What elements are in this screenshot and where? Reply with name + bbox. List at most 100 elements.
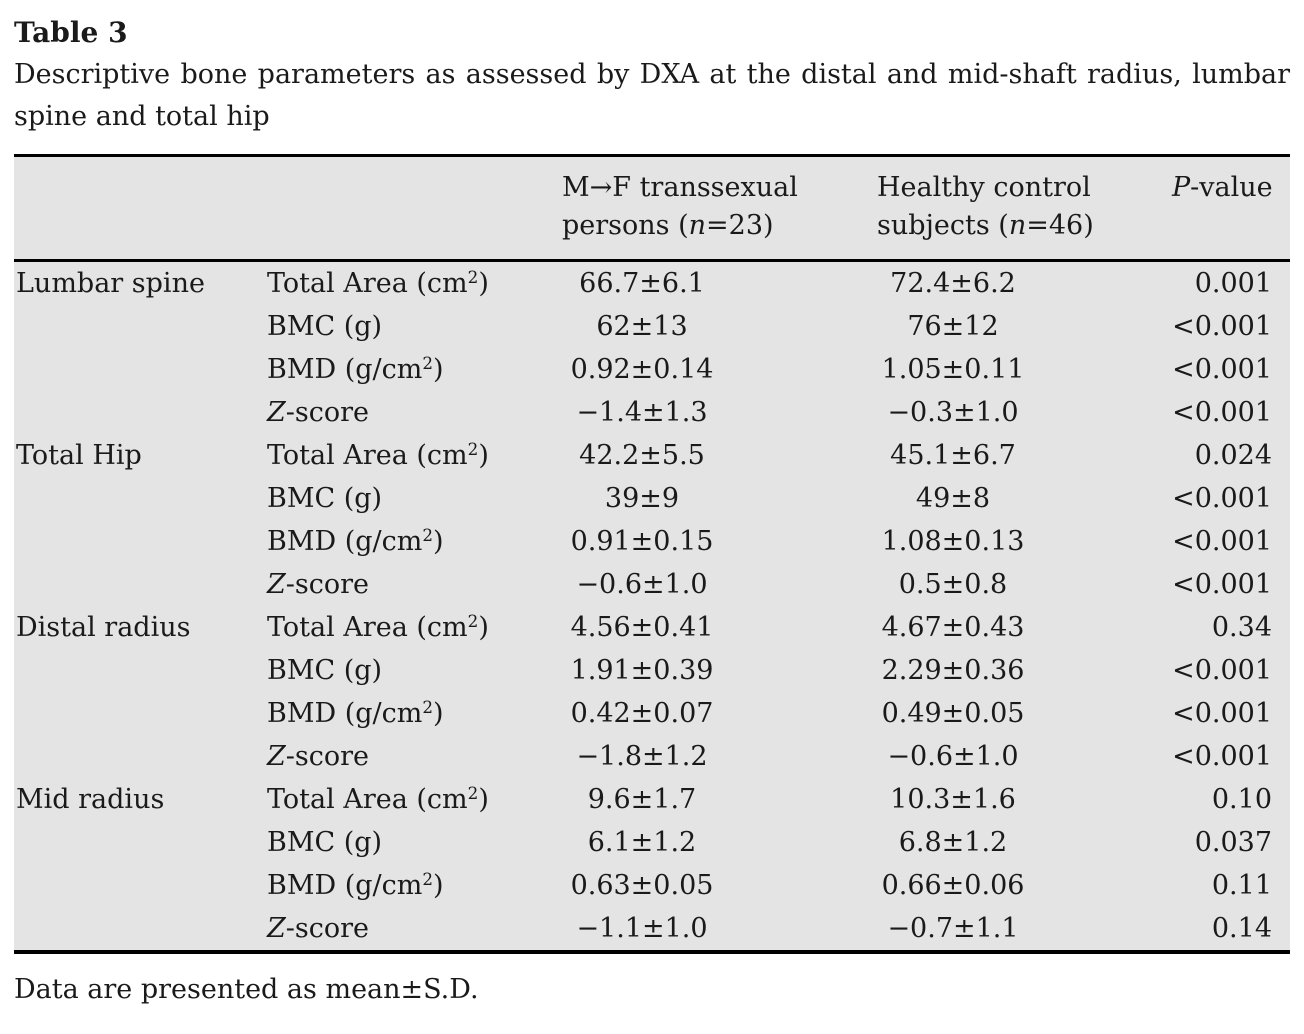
control-value-cell: −0.6±1.0 (887, 741, 1019, 772)
parameter-cell: BMC (g) (267, 311, 383, 342)
parameter-cell: Z-score (267, 397, 370, 428)
mf-value-cell: 6.1±1.2 (587, 827, 697, 858)
control-value-cell: 6.8±1.2 (898, 827, 1008, 858)
column-header-healthy-control: Healthy control subjects (n=46) (877, 155, 1172, 262)
region-cell (14, 864, 267, 907)
pvalue-cell: 0.024 (1194, 440, 1272, 471)
header-row: M→F transsexual persons (n=23) Healthy c… (14, 155, 1290, 262)
region-cell: Mid radius (16, 784, 165, 815)
column-header-mf-transsexual: M→F transsexual persons (n=23) (562, 155, 877, 262)
region-cell (14, 305, 267, 348)
mf-value-cell: 0.91±0.15 (570, 526, 714, 557)
mf-value-cell: 62±13 (596, 311, 688, 342)
parameter-cell: Z-score (267, 741, 370, 772)
table-row: Z-score −1.4±1.3 −0.3±1.0 <0.001 (14, 391, 1290, 434)
table-row: Lumbar spine Total Area (cm2) 66.7±6.1 72.4… (14, 261, 1290, 306)
table-caption: Descriptive bone parameters as assessed … (14, 59, 1290, 132)
pvalue-cell: 0.14 (1211, 913, 1272, 944)
table-title: Table 3 (14, 16, 128, 49)
parameter-cell: BMC (g) (267, 827, 383, 858)
mf-value-cell: −1.4±1.3 (576, 397, 708, 428)
table-row: BMD (g/cm2) 0.63±0.05 0.66±0.06 0.11 (14, 864, 1290, 907)
table-row: BMC (g) 62±13 76±12 <0.001 (14, 305, 1290, 348)
table-row: Mid radius Total Area (cm2) 9.6±1.7 10.3±1.… (14, 778, 1290, 821)
mf-value-cell: 66.7±6.1 (579, 268, 705, 299)
control-value-cell: 4.67±0.43 (881, 612, 1025, 643)
table-row: Z-score −1.8±1.2 −0.6±1.0 <0.001 (14, 735, 1290, 778)
region-cell (14, 563, 267, 606)
table-row: BMC (g) 6.1±1.2 6.8±1.2 0.037 (14, 821, 1290, 864)
region-cell: Total Hip (16, 440, 142, 471)
pvalue-cell: 0.10 (1211, 784, 1272, 815)
column-header-parameter (267, 155, 562, 262)
control-value-cell: 76±12 (907, 311, 999, 342)
pvalue-cell: <0.001 (1172, 655, 1272, 686)
table-row: BMD (g/cm2) 0.42±0.07 0.49±0.05 <0.001 (14, 692, 1290, 735)
pvalue-cell: <0.001 (1172, 741, 1272, 772)
mf-value-cell: 9.6±1.7 (587, 784, 697, 815)
region-cell (14, 821, 267, 864)
mf-value-cell: 39±9 (604, 483, 680, 514)
region-cell (14, 520, 267, 563)
column-header-pvalue: P-value (1172, 155, 1290, 262)
table-row: BMC (g) 39±9 49±8 <0.001 (14, 477, 1290, 520)
mf-value-cell: 0.42±0.07 (570, 698, 714, 729)
pvalue-cell: 0.001 (1194, 268, 1272, 299)
table-header: M→F transsexual persons (n=23) Healthy c… (14, 155, 1290, 262)
table-footnote: Data are presented as mean±S.D. (14, 974, 479, 1005)
pvalue-cell: <0.001 (1172, 311, 1272, 342)
data-table: M→F transsexual persons (n=23) Healthy c… (14, 154, 1290, 954)
mf-value-cell: 0.92±0.14 (570, 354, 714, 385)
table-row: Z-score −1.1±1.0 −0.7±1.1 0.14 (14, 907, 1290, 952)
region-cell (14, 907, 267, 952)
control-value-cell: 0.66±0.06 (881, 870, 1025, 901)
table-row: Z-score −0.6±1.0 0.5±0.8 <0.001 (14, 563, 1290, 606)
control-value-cell: −0.7±1.1 (887, 913, 1019, 944)
mf-value-cell: 42.2±5.5 (579, 440, 705, 471)
parameter-cell: BMD (g/cm2) (267, 868, 444, 901)
control-value-cell: −0.3±1.0 (887, 397, 1019, 428)
region-cell (14, 477, 267, 520)
pvalue-cell: <0.001 (1172, 569, 1272, 600)
pvalue-cell: 0.037 (1194, 827, 1272, 858)
pvalue-cell: 0.11 (1211, 870, 1272, 901)
pvalue-cell: <0.001 (1172, 483, 1272, 514)
table-row: Distal radius Total Area (cm2) 4.56±0.41 4.… (14, 606, 1290, 649)
parameter-cell: BMD (g/cm2) (267, 352, 444, 385)
mf-value-cell: −1.1±1.0 (576, 913, 708, 944)
region-cell (14, 692, 267, 735)
pvalue-cell: 0.34 (1211, 612, 1272, 643)
pvalue-cell: <0.001 (1172, 526, 1272, 557)
table-row: BMC (g) 1.91±0.39 2.29±0.36 <0.001 (14, 649, 1290, 692)
region-cell: Distal radius (16, 612, 191, 643)
parameter-cell: Z-score (267, 913, 370, 944)
control-value-cell: 45.1±6.7 (890, 440, 1016, 471)
region-cell: Lumbar spine (16, 268, 205, 299)
control-value-cell: 1.08±0.13 (881, 526, 1025, 557)
control-value-cell: 0.5±0.8 (898, 569, 1008, 600)
control-value-cell: 2.29±0.36 (881, 655, 1025, 686)
table-row: Total Hip Total Area (cm2) 42.2±5.5 45.1±6.… (14, 434, 1290, 477)
table-body: Lumbar spine Total Area (cm2) 66.7±6.1 72.4… (14, 261, 1290, 953)
pvalue-cell: <0.001 (1172, 354, 1272, 385)
table-row: BMD (g/cm2) 0.91±0.15 1.08±0.13 <0.001 (14, 520, 1290, 563)
table-row: BMD (g/cm2) 0.92±0.14 1.05±0.11 <0.001 (14, 348, 1290, 391)
region-cell (14, 735, 267, 778)
region-cell (14, 348, 267, 391)
parameter-cell: BMC (g) (267, 655, 383, 686)
mf-value-cell: 1.91±0.39 (570, 655, 714, 686)
control-value-cell: 72.4±6.2 (890, 268, 1016, 299)
parameter-cell: BMD (g/cm2) (267, 696, 444, 729)
parameter-cell: Total Area (cm2) (267, 610, 489, 643)
control-value-cell: 1.05±0.11 (881, 354, 1025, 385)
column-header-region (14, 155, 267, 262)
parameter-cell: BMC (g) (267, 483, 383, 514)
control-value-cell: 10.3±1.6 (890, 784, 1016, 815)
control-value-cell: 0.49±0.05 (881, 698, 1025, 729)
parameter-cell: Z-score (267, 569, 370, 600)
region-cell (14, 391, 267, 434)
pvalue-cell: <0.001 (1172, 397, 1272, 428)
mf-value-cell: −1.8±1.2 (576, 741, 708, 772)
parameter-cell: BMD (g/cm2) (267, 524, 444, 557)
